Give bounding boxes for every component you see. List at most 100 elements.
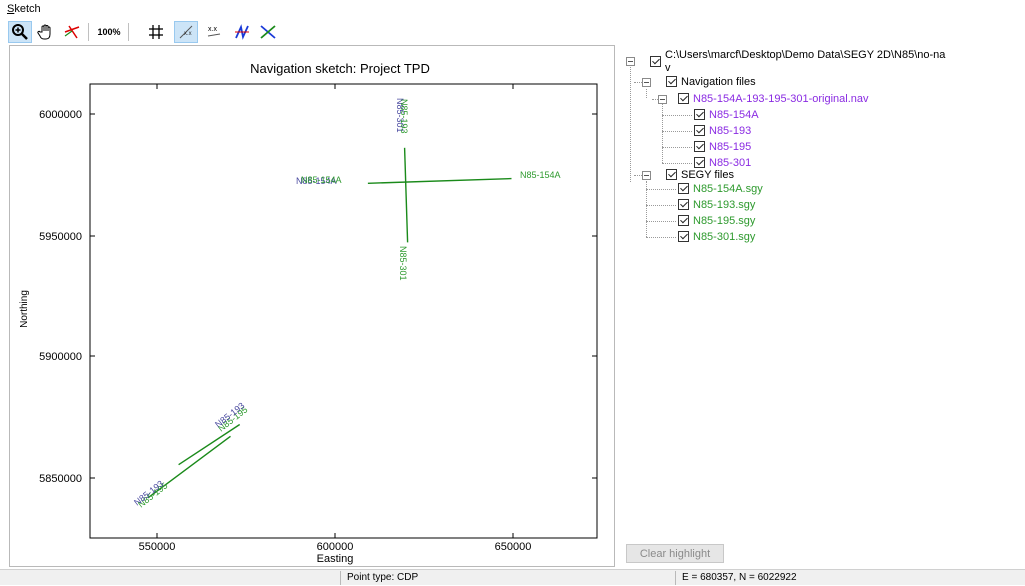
line-label-n85-193-north: N85-193 bbox=[399, 99, 409, 134]
blue-line-icon bbox=[235, 24, 249, 40]
tree-node-navigation-files[interactable]: Navigation files bbox=[666, 76, 756, 89]
x-tick-label: 650000 bbox=[495, 541, 532, 553]
segy-file-checkbox[interactable] bbox=[678, 199, 689, 210]
tree-line bbox=[662, 115, 692, 116]
survey-line-n85-193[interactable] bbox=[178, 423, 241, 466]
tree-line bbox=[646, 237, 676, 238]
tree-line bbox=[652, 99, 662, 100]
tree-node-root[interactable]: C:\Users\marcf\Desktop\Demo Data\SEGY 2D… bbox=[650, 49, 945, 75]
annotate-button[interactable]: x.x bbox=[202, 21, 226, 43]
y-axis: 6000000 5950000 5900000 5850000 Northing bbox=[19, 109, 597, 485]
line-label-n85-154a-west: N85-154A bbox=[296, 176, 337, 186]
y-tick-label: 5850000 bbox=[39, 473, 82, 485]
tree-line bbox=[634, 82, 644, 83]
segy-files-label: SEGY files bbox=[681, 169, 734, 181]
tree-node-nav-line[interactable]: N85-195 bbox=[694, 141, 751, 154]
y-tick-label: 5900000 bbox=[39, 351, 82, 363]
text-annotation-icon: x.x bbox=[207, 26, 221, 37]
svg-text:x.x: x.x bbox=[184, 31, 192, 37]
segy-file-label: N85-195.sgy bbox=[693, 215, 756, 227]
segy-file-label: N85-193.sgy bbox=[693, 199, 756, 211]
tree-line bbox=[646, 189, 676, 190]
x-axis-label: Easting bbox=[317, 553, 354, 565]
line-label-n85-301-south: N85-301 bbox=[398, 246, 408, 281]
file-tree[interactable]: C:\Users\marcf\Desktop\Demo Data\SEGY 2D… bbox=[620, 45, 1025, 565]
nav-line-label: N85-154A bbox=[709, 109, 759, 121]
collapse-segy-toggle[interactable] bbox=[642, 171, 651, 180]
navigation-files-checkbox[interactable] bbox=[666, 76, 677, 87]
nav-line-checkbox[interactable] bbox=[694, 125, 705, 136]
status-point-type: Point type: CDP bbox=[347, 572, 419, 583]
zoom-100-button[interactable]: 100% bbox=[94, 21, 124, 43]
collapse-nav-file-toggle[interactable] bbox=[658, 95, 667, 104]
nav-line-checkbox[interactable] bbox=[694, 141, 705, 152]
line-label-n85-154a-west: N85-154A bbox=[301, 175, 342, 185]
tree-node-segy-file[interactable]: N85-301.sgy bbox=[678, 231, 755, 244]
measure-tool-button[interactable] bbox=[60, 21, 84, 43]
y-axis-label: Northing bbox=[19, 290, 30, 328]
grid-toggle-button[interactable] bbox=[144, 21, 168, 43]
nav-line-checkbox[interactable] bbox=[694, 109, 705, 120]
xx-label: x.x bbox=[208, 26, 217, 33]
menu-sketch[interactable]: Sketch bbox=[7, 3, 41, 15]
x-tick-label: 600000 bbox=[317, 541, 354, 553]
point-labels-button[interactable]: x.x bbox=[174, 21, 198, 43]
tree-node-nav-file[interactable]: N85-154A-193-195-301-original.nav bbox=[678, 93, 869, 106]
navigation-files-label: Navigation files bbox=[681, 76, 756, 88]
line-label-n85-301-north: N85-301 bbox=[395, 98, 405, 133]
y-tick-label: 5950000 bbox=[39, 231, 82, 243]
segy-file-checkbox[interactable] bbox=[678, 231, 689, 242]
tree-node-segy-file[interactable]: N85-195.sgy bbox=[678, 215, 755, 228]
nav-file-checkbox[interactable] bbox=[678, 93, 689, 104]
clear-highlight-button[interactable]: Clear highlight bbox=[626, 544, 724, 563]
line-label-n85-154a-east: N85-154A bbox=[520, 170, 561, 180]
x-tick-label: 550000 bbox=[139, 541, 176, 553]
survey-line-n85-195[interactable] bbox=[147, 435, 231, 499]
pan-tool-button[interactable] bbox=[34, 21, 58, 43]
nav-file-label: N85-154A-193-195-301-original.nav bbox=[693, 93, 869, 105]
root-path-label: C:\Users\marcf\Desktop\Demo Data\SEGY 2D… bbox=[665, 49, 946, 74]
tree-node-nav-line[interactable]: N85-154A bbox=[694, 109, 759, 122]
tree-node-segy-file[interactable]: N85-193.sgy bbox=[678, 199, 755, 212]
tree-node-nav-line[interactable]: N85-193 bbox=[694, 125, 751, 138]
segy-file-label: N85-154A.sgy bbox=[693, 183, 763, 195]
tree-node-segy-file[interactable]: N85-154A.sgy bbox=[678, 183, 763, 196]
root-checkbox[interactable] bbox=[650, 56, 661, 67]
menu-bar: Sketch bbox=[0, 0, 1025, 18]
tree-line bbox=[646, 221, 676, 222]
tree-node-segy-files[interactable]: SEGY files bbox=[666, 169, 734, 182]
survey-line-n85-301[interactable] bbox=[403, 147, 409, 243]
measure-lines-icon bbox=[64, 25, 80, 39]
tree-node-nav-line[interactable]: N85-301 bbox=[694, 157, 751, 170]
line-labels: N85-154A N85-154A N85-154A N85-301 N85-3… bbox=[132, 98, 560, 510]
intersection-button[interactable] bbox=[256, 21, 280, 43]
collapse-navigation-toggle[interactable] bbox=[642, 78, 651, 87]
point-labels-icon: x.x bbox=[179, 25, 193, 39]
tree-line bbox=[646, 205, 676, 206]
status-bar: Point type: CDP E = 680357, N = 6022922 bbox=[0, 569, 1025, 585]
plot-axes-box bbox=[89, 83, 598, 539]
toolbar-separator bbox=[88, 23, 89, 41]
plot-title: Navigation sketch: Project TPD bbox=[250, 61, 430, 76]
y-tick-label: 6000000 bbox=[39, 109, 82, 121]
navigation-sketch-panel[interactable]: Navigation sketch: Project TPD 550000 60… bbox=[9, 45, 615, 567]
magnifier-plus-icon bbox=[12, 24, 28, 40]
segy-file-checkbox[interactable] bbox=[678, 215, 689, 226]
tree-line bbox=[646, 89, 647, 98]
nav-line-label: N85-301 bbox=[709, 157, 752, 169]
nav-line-checkbox[interactable] bbox=[694, 157, 705, 168]
survey-line-n85-154a[interactable] bbox=[367, 177, 512, 184]
tree-line bbox=[630, 62, 631, 182]
segy-file-label: N85-301.sgy bbox=[693, 231, 756, 243]
x-axis: 550000 600000 650000 Easting bbox=[139, 84, 532, 565]
grid-icon bbox=[149, 25, 163, 39]
zoom-100-label: 100% bbox=[97, 27, 121, 37]
line-direction-button[interactable] bbox=[230, 21, 254, 43]
zoom-tool-button[interactable] bbox=[8, 21, 32, 43]
segy-files-checkbox[interactable] bbox=[666, 169, 677, 180]
segy-file-checkbox[interactable] bbox=[678, 183, 689, 194]
nav-line-label: N85-195 bbox=[709, 141, 752, 153]
toolbar: 100% x.x x.x bbox=[0, 19, 1025, 45]
collapse-root-toggle[interactable] bbox=[626, 57, 635, 66]
navigation-plot[interactable]: Navigation sketch: Project TPD 550000 60… bbox=[10, 46, 614, 566]
